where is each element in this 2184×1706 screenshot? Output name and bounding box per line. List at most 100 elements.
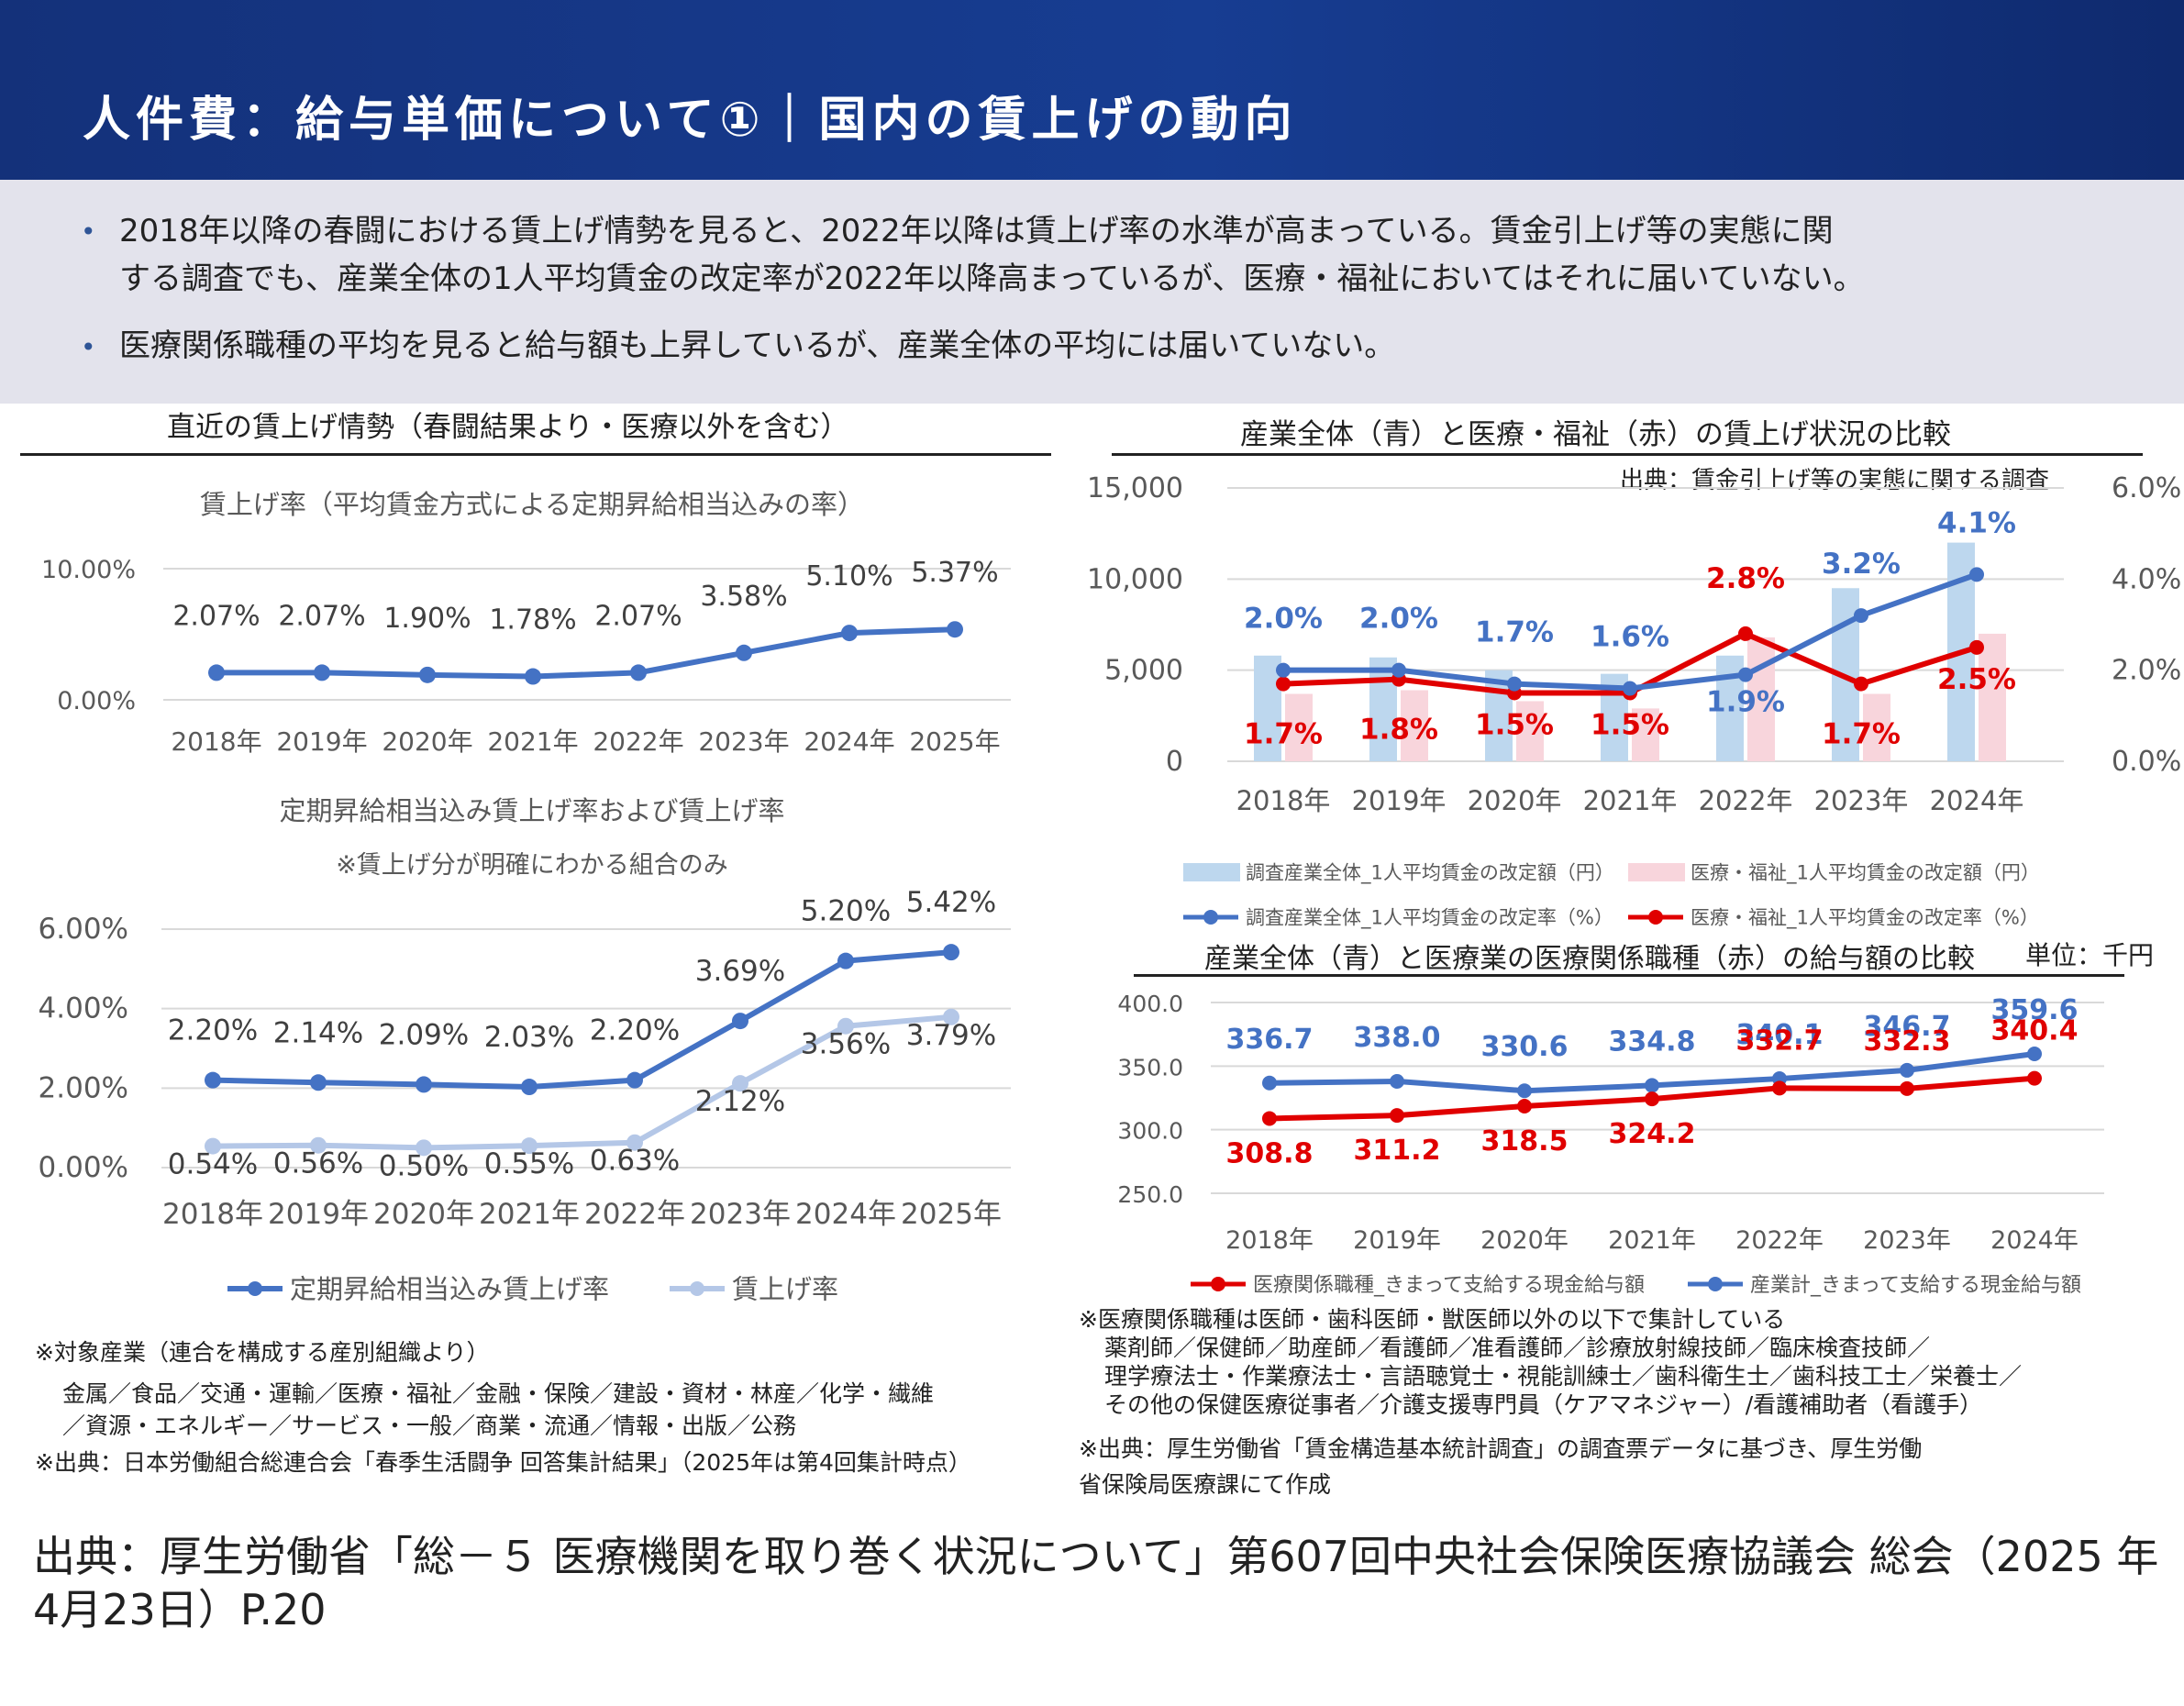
chart1-x-category-label: 2019年 [276,726,367,757]
left-section-title: 直近の賃上げ情勢（春闘結果より・医療以外を含む） [167,411,849,444]
chart4-x-category-label: 2021年 [1608,1226,1696,1255]
chart1-data-point [525,668,541,685]
chart3-data-label: 1.9% [1706,686,1785,719]
chart1-data-point [630,664,647,681]
chart2-legend-label: 定期昇給相当込み賃上げ率 [290,1273,609,1304]
chart4-data-point [1390,1073,1404,1089]
chart3-bar [1401,690,1428,761]
chart4-data-label: 311.2 [1354,1135,1441,1167]
chart3-x-category-label: 2019年 [1352,785,1447,816]
summary-bullet-2: 医療関係職種の平均を見ると給与額も上昇しているが、産業全体の平均には届いていない… [119,327,1396,364]
chart2-data-point [732,1013,748,1030]
chart1-data-point [736,644,752,661]
chart1-y-tick-label: 10.00% [41,556,136,584]
left-note-industries-line-1: 金属／食品／交通・運輸／医療・福祉／金融・保険／建設・資材・林産／化学・繊維 [62,1380,935,1407]
chart1-data-label: 2.07% [172,600,260,632]
chart4-x-category-label: 2023年 [1863,1226,1951,1255]
chart4-legend-marker [1708,1277,1723,1291]
chart4-legend-marker [1211,1277,1225,1291]
chart3-data-label: 1.5% [1475,709,1554,742]
chart2-title: 定期昇給相当込み賃上げ率および賃上げ率 [279,795,784,826]
chart3-legend-swatch [1183,863,1240,881]
chart3-bar [1285,693,1313,761]
chart4-legend-label: 産業計_きまって支給する現金給与額 [1750,1274,2081,1297]
chart3-legend-marker [1203,910,1218,925]
chart4-data-label: 346.7 [1864,1011,1951,1043]
chart4-data-point [1517,1083,1532,1099]
chart3-legend-label: 調査産業全体_1人平均賃金の改定額（円） [1246,862,1614,885]
chart2-x-category-label: 2021年 [479,1198,580,1231]
left-note-industries-line-2: ／資源・エネルギー／サービス・一般／商業・流通／情報・出版／公務 [62,1412,797,1439]
right-note-occupations-line-3: その他の保健医療従事者／介護支援専門員（ケアマネジャー）/看護補助者（看護手） [1104,1391,1983,1418]
header-banner: 人件費：給与単価について①｜国内の賃上げの動向 [0,0,2184,180]
chart3-data-label: 1.5% [1591,709,1669,742]
chart3-data-point [1507,676,1522,692]
chart3-data-label: 2.5% [1937,663,2016,696]
chart3-data-label: 1.6% [1591,621,1669,654]
chart2-data-point [205,1137,221,1155]
chart3-data-label: 1.7% [1822,718,1901,751]
chart3-bar [1863,693,1890,761]
right-note-occupations-line-1: 薬剤師／保健師／助産師／看護師／准看護師／診療放射線技師／臨床検査技師／ [1104,1335,1931,1361]
chart2-data-label: 3.79% [906,1019,996,1052]
chart2-x-category-label: 2024年 [795,1198,896,1231]
chart3-data-label: 2.8% [1706,562,1785,595]
chart2-subtitle: ※賃上げ分が明確にわかる組合のみ [336,851,728,880]
chart1-data-label: 5.37% [911,557,998,589]
chart1-data-label: 2.07% [594,600,682,632]
chart1-title: 賃上げ率（平均賃金方式による定期昇給相当込みの率） [200,489,864,520]
chart3-bar [1747,637,1775,761]
right-section-title: 産業全体（青）と医療・福祉（赤）の賃上げ状況の比較 [1240,418,1951,451]
chart4-data-label: 359.6 [1991,994,2079,1026]
chart3-data-point [1738,667,1753,682]
chart4-x-category-label: 2019年 [1353,1226,1441,1255]
chart3-x-category-label: 2021年 [1583,785,1678,816]
chart2-data-label: 3.56% [801,1028,891,1061]
chart1-data-point [419,666,436,683]
chart3-bar [1979,633,2006,761]
chart2-data-point [626,1071,643,1089]
chart-regular-raise-and-wage-rate: 定期昇給相当込み賃上げ率および賃上げ率 ※賃上げ分が明確にわかる組合のみ 6.0… [39,795,1011,1304]
bullet-marker: • [81,216,96,247]
chart2-x-category-label: 2023年 [690,1198,791,1231]
chart4-data-label: 324.2 [1609,1118,1696,1150]
chart2-data-point [205,1071,221,1089]
chart2-data-point [837,952,854,969]
left-note-source: ※出典：日本労働組合総連合会「春季生活闘争 回答集計結果」（2025年は第4回集… [35,1449,971,1476]
chart3-data-point [1738,626,1753,641]
chart4-data-point [1772,1080,1787,1096]
chart4-data-label: 340.1 [1736,1019,1824,1051]
chart3-legend-label: 医療・福祉_1人平均賃金の改定額（円） [1691,862,2040,885]
chart1-y-tick-label: 0.00% [57,687,136,715]
chart2-y-tick-label: 2.00% [39,1071,128,1104]
chart2-y-tick-label: 6.00% [39,913,128,946]
chart3-data-label: 1.7% [1475,616,1554,649]
chart4-data-label: 338.0 [1354,1022,1441,1054]
chart2-data-point [521,1137,538,1155]
chart3-source-note: 出典：賃金引上げ等の実態に関する調査 [1620,467,2049,494]
chart3-y-left-tick-label: 10,000 [1087,563,1183,595]
right-note-source-line-2: 省保険局医療課にて作成 [1079,1471,1332,1498]
chart2-data-label: 5.20% [801,895,891,928]
chart4-data-label: 336.7 [1226,1024,1314,1056]
chart3-y-right-tick-label: 2.0% [2112,655,2181,687]
chart4-data-label: 318.5 [1481,1125,1569,1158]
chart4-data-point [1262,1111,1277,1126]
chart2-data-label: 2.12% [695,1085,785,1118]
chart3-data-point [1276,676,1291,692]
chart2-legend-marker [690,1281,704,1296]
chart2-data-point [626,1134,643,1151]
chart1-x-category-label: 2025年 [909,726,1000,757]
chart4-x-category-label: 2018年 [1225,1226,1314,1255]
chart2-legend-marker [248,1281,262,1296]
chart2-data-label: 3.69% [695,955,785,988]
chart1-x-category-label: 2024年 [804,726,894,757]
chart3-x-category-label: 2023年 [1814,785,1909,816]
chart2-data-point [416,1076,432,1093]
chart2-data-label: 0.54% [168,1148,258,1181]
chart-salary-comparison: 産業全体（青）と医療業の医療関係職種（赤）の給与額の比較 単位：千円 400.0… [1117,940,2154,1297]
chart2-x-category-label: 2018年 [162,1198,263,1231]
chart3-data-label: 4.1% [1937,506,2016,539]
document-source: 出典：厚生労働省「総－５ 医療機関を取り巻く状況について」第607回中央社会保険… [33,1532,2159,1634]
chart2-data-point [310,1136,327,1154]
